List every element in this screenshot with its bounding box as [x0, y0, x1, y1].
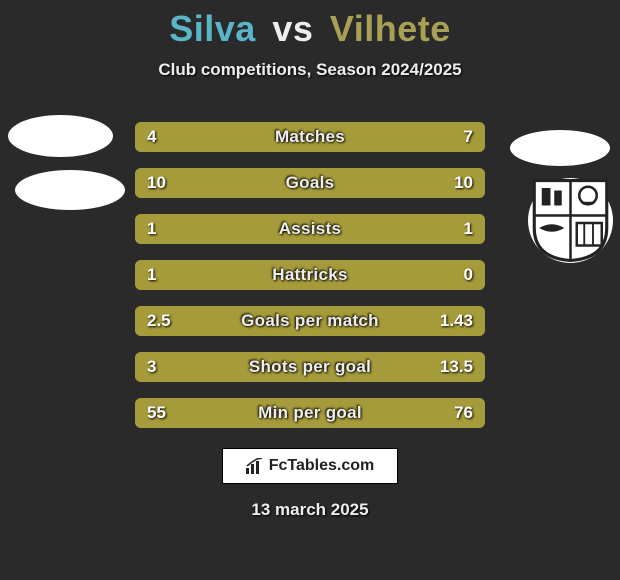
- stat-row: 313.5Shots per goal: [135, 352, 485, 382]
- stat-label: Goals per match: [135, 306, 485, 336]
- stat-row: 47Matches: [135, 122, 485, 152]
- team-right-badge-1: [510, 130, 610, 166]
- chart-icon: [246, 458, 264, 474]
- stat-row: 2.51.43Goals per match: [135, 306, 485, 336]
- vs-label: vs: [272, 8, 313, 49]
- stat-row: 10Hattricks: [135, 260, 485, 290]
- stat-label: Hattricks: [135, 260, 485, 290]
- stat-label: Min per goal: [135, 398, 485, 428]
- player-left-name: Silva: [169, 8, 256, 49]
- stat-row: 1010Goals: [135, 168, 485, 198]
- comparison-title: Silva vs Vilhete: [0, 0, 620, 50]
- stat-label: Goals: [135, 168, 485, 198]
- date-label: 13 march 2025: [0, 500, 620, 520]
- shield-icon: [528, 178, 613, 263]
- stat-row: 5576Min per goal: [135, 398, 485, 428]
- stat-label: Assists: [135, 214, 485, 244]
- team-left-badge-2: [15, 170, 125, 210]
- brand-badge: FcTables.com: [222, 448, 398, 484]
- player-right-name: Vilhete: [330, 8, 451, 49]
- stat-row: 11Assists: [135, 214, 485, 244]
- brand-text: FcTables.com: [269, 457, 375, 475]
- team-left-badge-1: [8, 115, 113, 157]
- stat-label: Shots per goal: [135, 352, 485, 382]
- team-right-crest: [528, 178, 613, 263]
- subtitle: Club competitions, Season 2024/2025: [0, 60, 620, 80]
- stat-label: Matches: [135, 122, 485, 152]
- stat-bars: 47Matches 1010Goals 11Assists 10Hattricks 2.…: [135, 122, 485, 444]
